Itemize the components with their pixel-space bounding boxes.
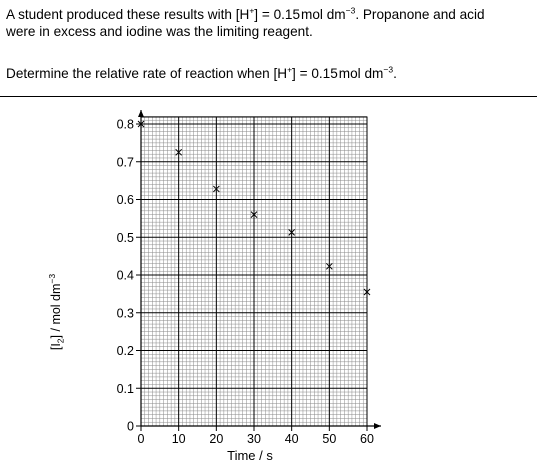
question-text: A student produced these results with [H [6,7,250,22]
y-tick-label: 0.5 [117,231,134,245]
x-tick-label: 60 [360,432,374,446]
question-line-2: were in excess and iodine was the limiti… [6,24,313,39]
ticks [136,123,368,431]
tick-labels: 0 0.1 0.2 0.3 0.4 0.5 0.6 0.7 0.8 0 10 20 30 40 50 60 [117,118,374,447]
y-tick-label: 0.4 [117,269,134,283]
superscript: −3 [46,273,57,284]
y-tick-label: 0.2 [117,344,134,358]
unit-text: dm [364,66,384,81]
unit-text: dm [326,7,346,22]
data-points [137,120,371,296]
cross-stroke [137,120,145,128]
y-tick-label: 0.3 [117,306,134,320]
x-tick-label: 50 [322,432,336,446]
x-tick-label: 10 [172,432,186,446]
data-point-cross [212,185,220,193]
question-text: . [393,66,397,81]
superscript: + [249,5,255,16]
cross-stroke [363,288,371,296]
x-tick-label: 30 [247,432,261,446]
question-text: ] = 0.15 [254,7,301,22]
question-text: ] = 0.15 [292,66,338,81]
cross-stroke [325,262,333,270]
x-tick-label: 0 [138,432,145,446]
question-text: . Propanone and acid [355,7,485,22]
y-tick-label: 0.6 [117,193,134,207]
data-point-cross [137,120,145,128]
y-tick-label: 0.7 [117,155,134,169]
data-point-cross [175,148,183,156]
question-line-3: Determine the relative rate of reaction … [6,65,397,82]
x-axis-arrow [374,423,381,429]
cross-stroke [175,148,183,156]
unit-text: mol [301,7,323,22]
y-axis-arrow [138,110,144,117]
y-tick-label: 0.1 [117,382,134,396]
y-label-text: [I [49,343,63,351]
y-axis-label: [I2] / mol dm−3 [46,252,66,372]
unit-text: mol [338,66,361,81]
x-axis-label: Time / s [227,448,273,463]
data-point-cross [250,211,258,218]
question-line-1: A student produced these results with [H… [6,6,485,23]
data-point-cross [288,228,296,236]
question-text: Determine the relative rate of reaction … [6,66,288,81]
y-label-text: ] / mol dm [49,283,63,339]
cross-stroke [212,185,220,193]
data-point-cross [325,262,333,270]
subscript: 2 [55,338,66,344]
data-point-cross [363,288,371,296]
x-tick-label: 20 [209,432,223,446]
cross-stroke [288,228,296,236]
section-divider [0,96,537,97]
superscript: −3 [345,5,356,16]
cross-stroke [250,211,258,218]
superscript: + [287,64,293,75]
superscript: −3 [383,64,394,75]
y-tick-label: 0.8 [117,118,134,132]
axes [138,110,381,429]
x-tick-label: 40 [285,432,299,446]
y-tick-label: 0 [127,420,134,434]
